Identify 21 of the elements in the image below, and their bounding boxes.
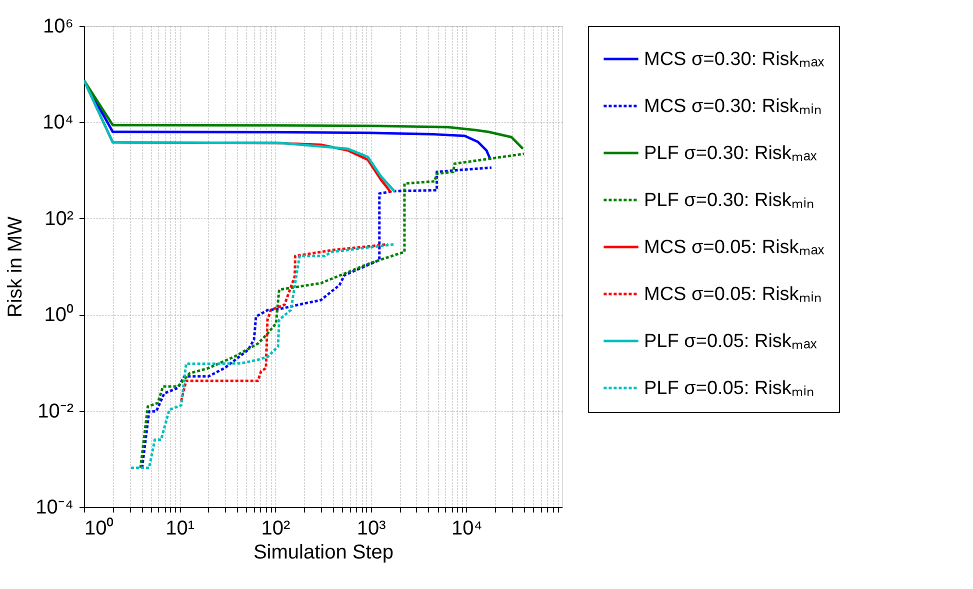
y-tick-label: 10⁶ (43, 16, 74, 38)
x-tick-label: 10⁴ (451, 518, 482, 540)
x-tick-label: 10³ (356, 518, 386, 540)
legend-label: PLF σ=0.05: Riskₘᵢₙ (644, 378, 814, 399)
legend-label: MCS σ=0.05: Riskₘᵢₙ (644, 284, 822, 305)
y-tick-label: 10⁰ (44, 303, 74, 326)
legend-label: PLF σ=0.30: Riskₘₐₓ (644, 143, 818, 164)
y-tick-label: 10⁻² (38, 400, 74, 422)
legend-label: PLF σ=0.30: Riskₘᵢₙ (644, 190, 814, 211)
legend-label: PLF σ=0.05: Riskₘₐₓ (644, 331, 818, 352)
legend-label: MCS σ=0.30: Riskₘᵢₙ (644, 96, 822, 117)
x-tick-label: 10² (261, 518, 290, 540)
legend-label: MCS σ=0.05: Riskₘₐₓ (644, 237, 825, 258)
y-tick-label: 10⁻⁴ (36, 496, 74, 518)
y-axis-title: Risk in MW (4, 216, 27, 318)
y-tick-label: 10⁴ (42, 112, 74, 134)
x-tick-label: 10¹ (166, 518, 195, 540)
x-tick-label: 10⁰ (84, 516, 114, 540)
legend-label: MCS σ=0.30: Riskₘₐₓ (644, 49, 825, 70)
x-axis-title: Simulation Step (253, 542, 394, 564)
y-tick-label: 10² (44, 208, 74, 230)
